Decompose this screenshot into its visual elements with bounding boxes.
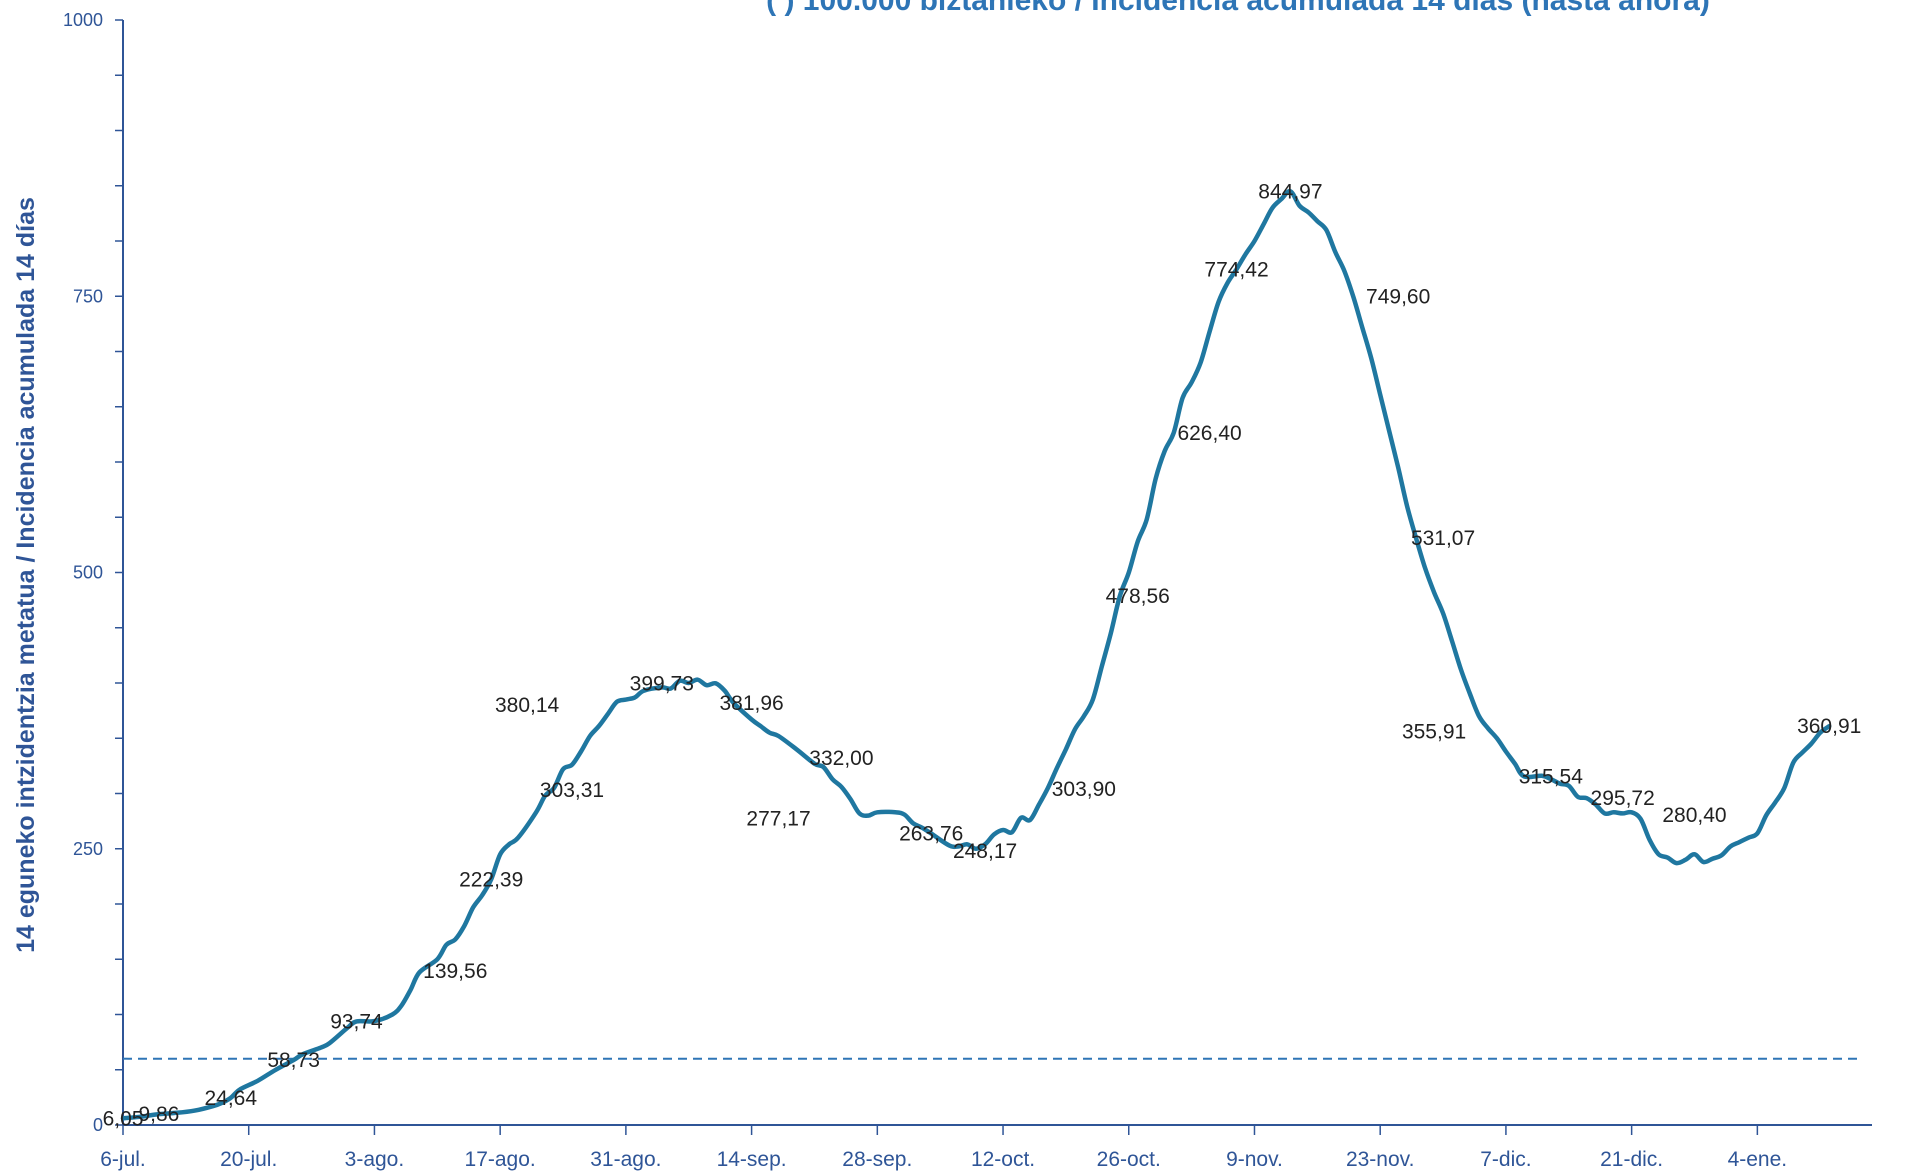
y-tick-label: 1000	[63, 10, 103, 30]
data-label: 93,74	[330, 1010, 383, 1033]
data-label: 263,76	[899, 823, 963, 846]
y-tick-label: 500	[73, 563, 103, 583]
data-label: 774,42	[1204, 258, 1268, 281]
data-label: 844,97	[1258, 180, 1322, 203]
data-label: 355,91	[1402, 721, 1466, 744]
x-tick-label: 26-oct.	[1097, 1148, 1161, 1171]
data-label: 531,07	[1411, 527, 1475, 550]
y-tick-label: 0	[93, 1115, 103, 1135]
data-label: 381,96	[719, 692, 783, 715]
y-tick-label: 750	[73, 286, 103, 306]
x-tick-label: 14-sep.	[717, 1148, 787, 1171]
data-label: 280,40	[1662, 804, 1726, 827]
data-label: 58,73	[267, 1049, 320, 1072]
x-tick-label: 31-ago.	[590, 1148, 661, 1171]
data-label: 222,39	[459, 868, 523, 891]
x-tick-label: 3-ago.	[345, 1148, 405, 1171]
data-label: 6,05	[103, 1107, 144, 1130]
data-label: 315,54	[1519, 765, 1584, 788]
axes	[115, 19, 1872, 1135]
data-label: 332,00	[809, 747, 873, 770]
y-axis-label: 14 eguneko intzidentzia metatua / Incide…	[12, 197, 40, 953]
series-line	[120, 188, 1832, 1121]
data-label: 139,56	[423, 960, 487, 983]
data-label: 277,17	[746, 808, 810, 831]
data-label: 9,86	[138, 1103, 179, 1126]
data-label: 295,72	[1591, 787, 1655, 810]
x-tick-label: 28-sep.	[842, 1148, 912, 1171]
x-tick-label: 20-jul.	[220, 1148, 277, 1171]
x-tick-labels: 6-jul. 20-jul. 3-ago. 17-ago. 31-ago. 14-sep.…	[100, 1148, 1787, 1171]
x-tick-label: 21-dic.	[1600, 1148, 1663, 1171]
data-label: 248,17	[953, 840, 1017, 863]
x-tick-label: 4-ene.	[1728, 1148, 1788, 1171]
data-label: 24,64	[204, 1087, 257, 1110]
x-tick-label: 7-dic.	[1480, 1148, 1531, 1171]
data-label: 399,73	[630, 672, 694, 695]
data-label: 749,60	[1366, 286, 1430, 309]
y-tick-label: 250	[73, 839, 103, 859]
x-tick-label: 17-ago.	[465, 1148, 536, 1171]
data-label: 303,31	[540, 779, 604, 802]
x-tick-label: 12-oct.	[971, 1148, 1035, 1171]
x-tick-label: 23-nov.	[1346, 1148, 1415, 1171]
chart-title: ( ) 100.000 biztanleko / Incidencia acum…	[766, 0, 1710, 17]
data-label: 360,91	[1797, 715, 1861, 738]
x-tick-label: 6-jul.	[100, 1148, 146, 1171]
data-labels: 6,059,86 24,64 58,73 93,74 139,56 222,39 303,3…	[103, 180, 1862, 1130]
data-label: 478,56	[1106, 585, 1170, 608]
data-label: 303,90	[1052, 778, 1116, 801]
y-tick-labels: 0 250 500 750 1000	[63, 10, 103, 1135]
x-tick-label: 9-nov.	[1226, 1148, 1283, 1171]
data-label: 626,40	[1177, 422, 1241, 445]
data-label: 380,14	[495, 694, 560, 717]
